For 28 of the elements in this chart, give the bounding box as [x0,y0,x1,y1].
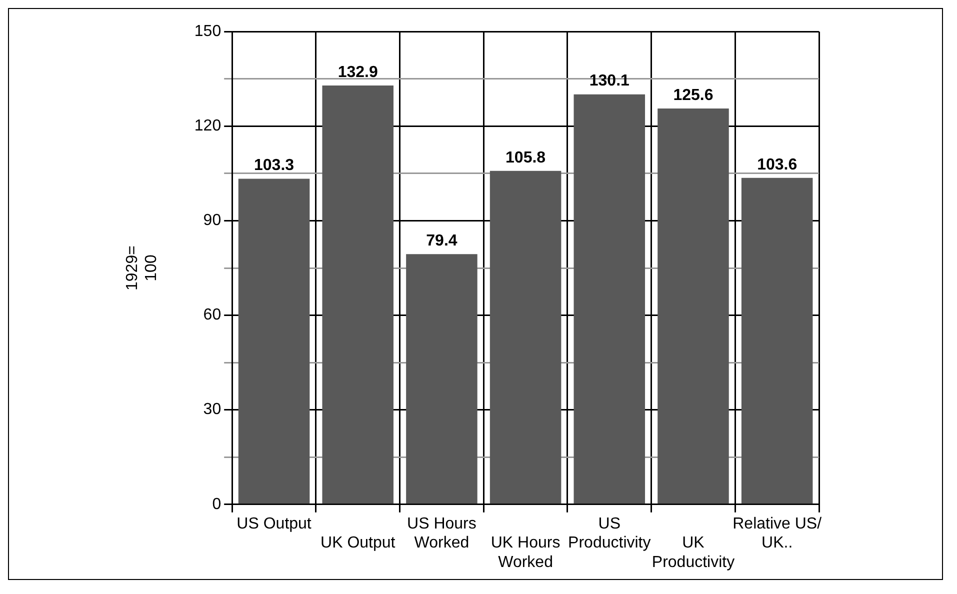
data-label: 79.4 [426,232,458,250]
bar [238,178,310,504]
x-tick-label: UK Productivity [652,534,735,571]
bar [574,94,646,504]
x-tick-label: US Output [236,515,312,532]
data-label: 125.6 [673,86,714,104]
y-tick-label: 30 [203,401,222,418]
bar [490,170,562,504]
y-tick-label: 60 [203,306,222,324]
x-tick-label: Relative US/ UK.. [732,515,822,552]
data-label: 103.3 [254,157,294,174]
data-label: 130.1 [589,72,630,90]
bar [406,254,478,504]
bar [322,86,394,504]
bar [658,108,729,504]
data-label: 103.6 [757,156,798,174]
y-tick-label: 0 [212,496,222,513]
x-tick-label: US Hours Worked [407,515,476,552]
bar [741,178,813,504]
y-tick-label: 90 [203,212,222,230]
x-tick-label: UK Output [320,534,396,552]
x-tick-label: UK Hours Worked [490,534,560,571]
x-tick-label: US Productivity [568,515,651,552]
data-label: 105.8 [506,149,546,166]
y-axis-title: 1929= 100 [124,246,160,290]
data-label: 132.9 [338,64,378,81]
y-tick-label: 150 [194,23,222,40]
y-tick-label: 120 [194,118,222,135]
